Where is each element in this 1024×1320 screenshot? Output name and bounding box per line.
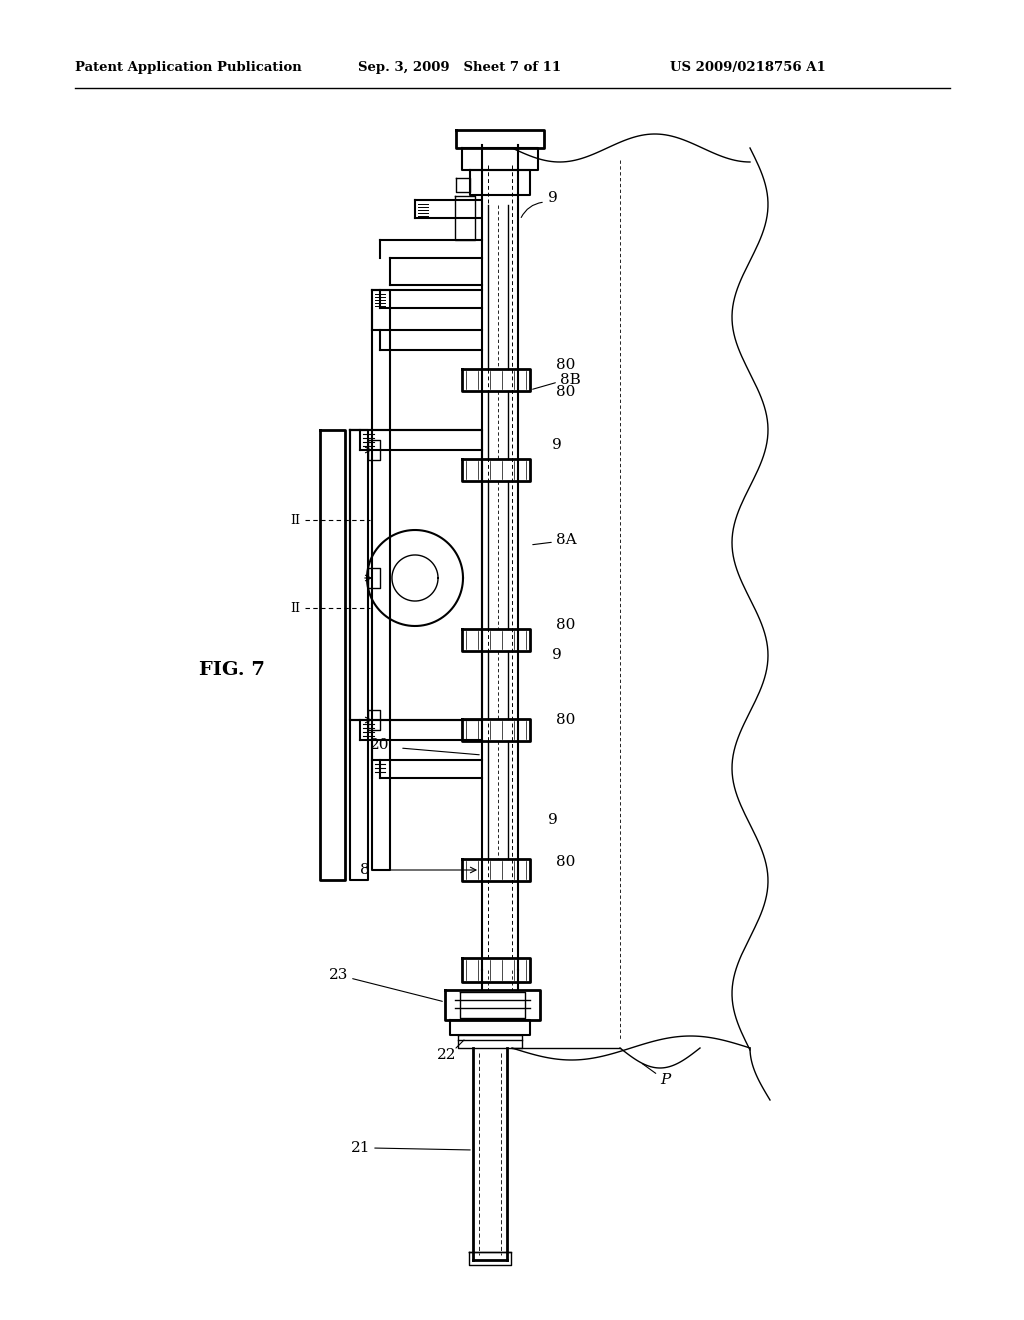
Text: 9: 9 [548,813,558,828]
Text: 8B: 8B [560,374,581,387]
Text: 23: 23 [329,968,348,982]
Text: 80: 80 [556,358,575,372]
Text: 20: 20 [370,738,389,752]
Text: 80: 80 [556,713,575,727]
Text: 9: 9 [552,648,562,663]
Text: P: P [660,1073,671,1086]
Text: FIG. 7: FIG. 7 [199,661,265,678]
Text: 8A: 8A [556,533,577,546]
Text: 9: 9 [552,438,562,451]
Text: 8: 8 [360,863,370,876]
Text: 9: 9 [548,191,558,205]
Text: US 2009/0218756 A1: US 2009/0218756 A1 [670,62,825,74]
Text: II: II [290,513,300,527]
Text: 21: 21 [350,1140,370,1155]
Text: 22: 22 [437,1048,457,1063]
Text: 80: 80 [556,855,575,869]
Text: Sep. 3, 2009   Sheet 7 of 11: Sep. 3, 2009 Sheet 7 of 11 [358,62,561,74]
Text: Patent Application Publication: Patent Application Publication [75,62,302,74]
Text: 80: 80 [556,385,575,399]
Text: 80: 80 [556,618,575,632]
Text: II: II [290,602,300,615]
